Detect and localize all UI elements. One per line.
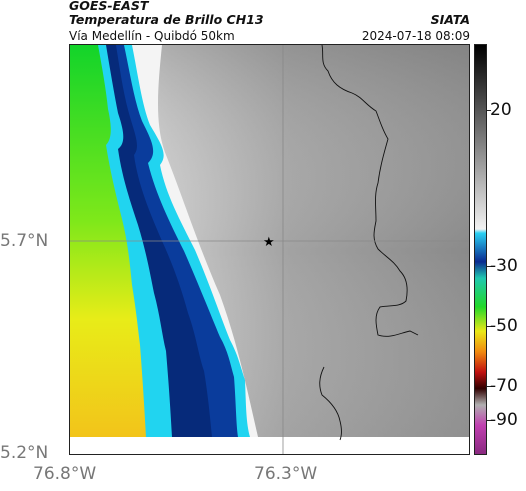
colorbar-tick [487,110,491,111]
no-data-strip [70,437,469,454]
boundary-line [319,45,419,441]
map-canvas: ★ [70,45,469,454]
lat-label: 5.7°N [0,231,49,251]
colorbar-tick [487,386,491,387]
lat-label: 5.2°N [0,443,49,463]
timestamp: 2024-07-18 08:09 [361,29,470,43]
satellite-map[interactable]: ★ [69,44,470,455]
colorbar-tick-label: -30 [490,256,518,276]
region-label: Vía Medellín - Quibdó 50km [69,29,235,43]
colorbar-tick-label: -90 [490,410,518,430]
colorbar-tick [487,326,491,327]
colorbar-tick [487,266,491,267]
colorbar-canvas [475,45,486,454]
colorbar [474,44,487,455]
colorbar-gradient [475,45,486,454]
product-title: Temperatura de Brillo CH13 [69,12,264,27]
colorbar-tick-label: 20 [490,100,512,120]
location-star-icon: ★ [263,235,275,250]
satellite-name: GOES-EAST [69,0,149,13]
lon-label: 76.8°W [33,464,97,484]
colorbar-tick-label: -50 [490,316,518,336]
colorbar-tick [487,420,491,421]
lon-label: 76.3°W [254,464,318,484]
organization-label: SIATA [430,12,470,27]
colorbar-tick-label: -70 [490,376,518,396]
